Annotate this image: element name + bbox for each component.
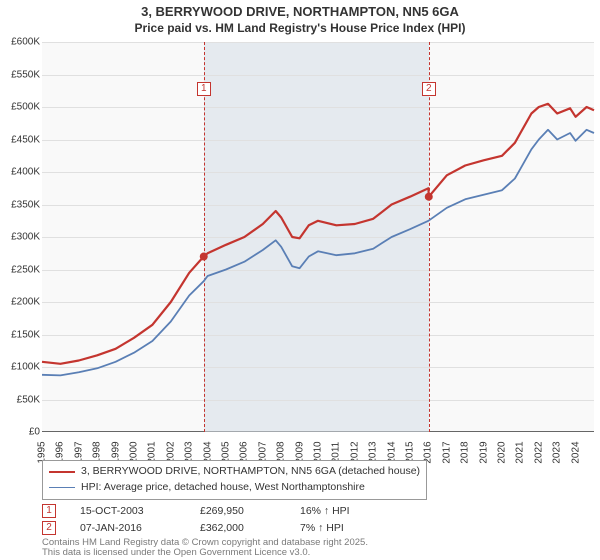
x-axis-label: 2024	[570, 438, 581, 468]
y-axis-label: £500K	[0, 102, 40, 113]
marker-dot	[200, 253, 208, 261]
x-axis-label: 2021	[515, 438, 526, 468]
y-axis-label: £300K	[0, 232, 40, 243]
transaction-marker: 2	[42, 521, 56, 535]
chart-svg	[42, 42, 594, 432]
legend-box: 3, BERRYWOOD DRIVE, NORTHAMPTON, NN5 6GA…	[42, 460, 427, 500]
transaction-pct: 16% ↑ HPI	[300, 505, 400, 517]
transactions-table: 1 15-OCT-2003£269,95016% ↑ HPI 2 07-JAN-201…	[42, 502, 400, 536]
legend-label: HPI: Average price, detached house, West…	[81, 480, 365, 496]
chart-area: £0£50K£100K£150K£200K£250K£300K£350K£400…	[42, 42, 594, 432]
y-axis-label: £150K	[0, 329, 40, 340]
transaction-row: 1 15-OCT-2003£269,95016% ↑ HPI	[42, 502, 400, 519]
transaction-pct: 7% ↑ HPI	[300, 522, 400, 534]
y-axis-label: £50K	[0, 394, 40, 405]
transaction-row: 2 07-JAN-2016£362,0007% ↑ HPI	[42, 519, 400, 536]
y-axis-label: £350K	[0, 199, 40, 210]
legend-swatch	[49, 471, 75, 473]
series-hpi	[42, 130, 594, 376]
legend-label: 3, BERRYWOOD DRIVE, NORTHAMPTON, NN5 6GA…	[81, 464, 420, 480]
y-axis-label: £550K	[0, 69, 40, 80]
x-axis-label: 2023	[552, 438, 563, 468]
series-price_paid	[42, 104, 594, 364]
marker-dot	[425, 193, 433, 201]
y-axis-label: £100K	[0, 362, 40, 373]
attribution-line2: This data is licensed under the Open Gov…	[42, 548, 368, 558]
page-subtitle: Price paid vs. HM Land Registry's House …	[0, 21, 600, 35]
y-axis-label: £400K	[0, 167, 40, 178]
x-axis-label: 2020	[497, 438, 508, 468]
x-axis-label: 2022	[533, 438, 544, 468]
transaction-marker: 1	[42, 504, 56, 518]
transaction-date: 15-OCT-2003	[80, 505, 200, 517]
y-axis-label: £200K	[0, 297, 40, 308]
transaction-date: 07-JAN-2016	[80, 522, 200, 534]
x-axis-label: 2017	[441, 438, 452, 468]
y-axis-label: £600K	[0, 37, 40, 48]
page-title: 3, BERRYWOOD DRIVE, NORTHAMPTON, NN5 6GA	[0, 0, 600, 21]
x-axis-label: 2018	[460, 438, 471, 468]
legend-row: HPI: Average price, detached house, West…	[49, 480, 420, 496]
y-axis-label: £250K	[0, 264, 40, 275]
y-axis-label: £0	[0, 427, 40, 438]
transaction-price: £269,950	[200, 505, 300, 517]
x-axis-label: 2019	[478, 438, 489, 468]
attribution: Contains HM Land Registry data © Crown c…	[42, 538, 368, 559]
transaction-price: £362,000	[200, 522, 300, 534]
legend-row: 3, BERRYWOOD DRIVE, NORTHAMPTON, NN5 6GA…	[49, 464, 420, 480]
legend-swatch	[49, 487, 75, 488]
y-axis-label: £450K	[0, 134, 40, 145]
